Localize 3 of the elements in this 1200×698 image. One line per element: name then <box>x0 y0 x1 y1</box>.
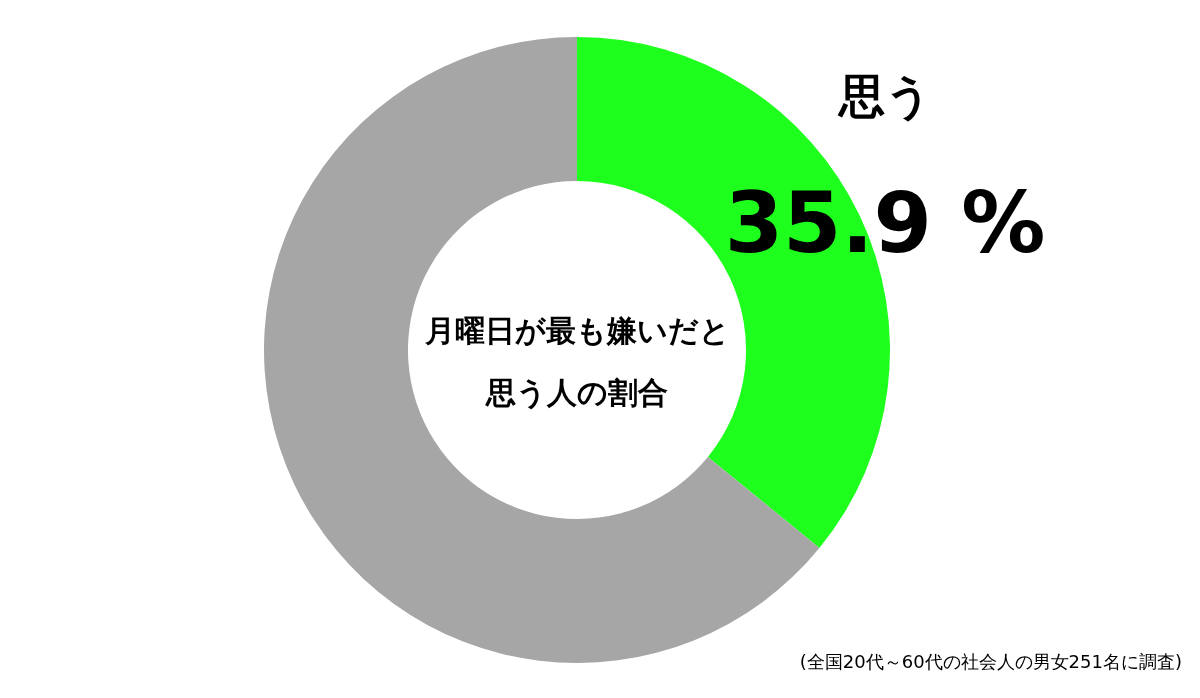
text: 月曜日が最も嫌いだと思う人の割合 <box>423 312 731 412</box>
text: (全国20代～60代の社会人の男女251名に調査) <box>799 650 1182 674</box>
slice-label: 思う <box>836 68 932 123</box>
